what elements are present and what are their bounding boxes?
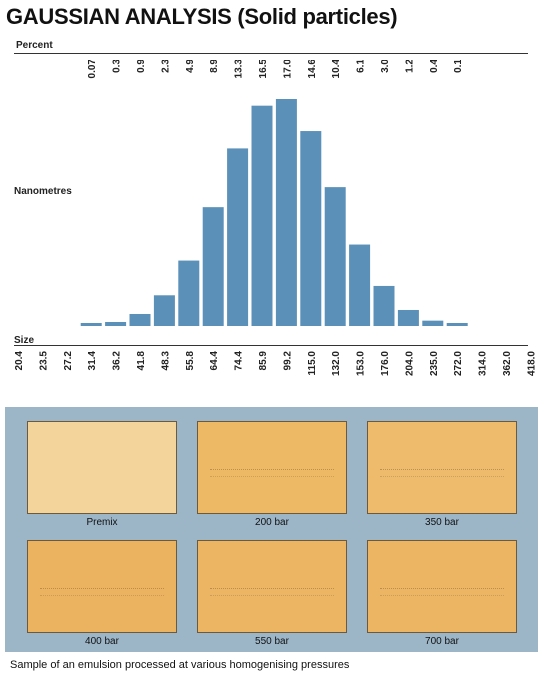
percent-value-label: 6.1 xyxy=(356,60,367,73)
size-tick-label: 41.8 xyxy=(136,351,147,371)
percent-value-label: 1.2 xyxy=(404,60,415,73)
percent-value-label: 10.4 xyxy=(331,60,342,78)
histogram-bar xyxy=(446,323,468,326)
photo-panel: Premix 200 bar 350 bar 400 bar 550 bar 700 ba… xyxy=(5,407,538,652)
size-tick-label: 115.0 xyxy=(307,351,318,376)
emulsion-micrograph xyxy=(367,540,517,633)
page-title: GAUSSIAN ANALYSIS (Solid particles) xyxy=(6,4,398,29)
percent-value-label: 3.0 xyxy=(380,60,391,73)
figure-caption: Sample of an emulsion processed at vario… xyxy=(10,659,350,671)
percent-value-label: 4.9 xyxy=(185,60,196,73)
size-tick-label: 64.4 xyxy=(209,351,220,371)
size-tick-label: 314.0 xyxy=(478,351,489,376)
histogram-bar xyxy=(275,99,297,326)
percent-value-label: 0.9 xyxy=(136,60,147,73)
percent-value-label: 14.6 xyxy=(307,60,318,78)
size-tick-label: 31.4 xyxy=(87,351,98,371)
size-tick-label: 55.8 xyxy=(185,351,196,371)
histogram-bar xyxy=(202,207,224,326)
histogram-bar xyxy=(349,244,371,326)
histogram-bar xyxy=(373,285,395,326)
size-tick-label: 99.2 xyxy=(282,351,293,371)
size-label: Size xyxy=(14,335,35,346)
micrometer-scale xyxy=(380,588,504,597)
size-tick-label: 153.0 xyxy=(356,351,367,376)
emulsion-micrograph xyxy=(197,421,347,514)
emulsion-micrograph xyxy=(367,421,517,514)
micrometer-scale xyxy=(40,588,164,597)
emulsion-micrograph xyxy=(27,421,177,514)
emulsion-sample-tile: Premix xyxy=(27,421,177,528)
size-tick-label: 23.5 xyxy=(38,351,49,371)
micrometer-scale xyxy=(380,469,504,478)
size-tick-label: 36.2 xyxy=(112,351,123,371)
percent-value-label: 2.3 xyxy=(160,60,171,73)
percent-value-label: 0.4 xyxy=(429,60,440,73)
percent-value-label: 0.1 xyxy=(453,60,464,73)
size-tick-label: 418.0 xyxy=(526,351,537,376)
percent-value-label: 13.3 xyxy=(234,60,245,78)
micrometer-scale xyxy=(210,469,334,478)
size-tick-label: 48.3 xyxy=(160,351,171,371)
histogram-bar xyxy=(251,105,273,326)
sample-pressure-label: 200 bar xyxy=(255,517,289,528)
percent-label: Percent xyxy=(16,40,53,51)
emulsion-sample-tile: 700 bar xyxy=(367,540,517,647)
sample-pressure-label: 400 bar xyxy=(85,636,119,647)
percent-value-label: 0.07 xyxy=(87,60,98,78)
emulsion-sample-tile: 200 bar xyxy=(197,421,347,528)
emulsion-micrograph xyxy=(27,540,177,633)
histogram-bar xyxy=(105,321,127,326)
percent-rule xyxy=(14,53,528,54)
histogram-bar xyxy=(300,131,322,326)
sample-pressure-label: Premix xyxy=(86,517,118,528)
nanometres-label: Nanometres xyxy=(14,186,72,197)
sample-pressure-label: 700 bar xyxy=(425,636,459,647)
histogram-chart: 20.4 23.5 27.2 31.4 36.2 41.8 48.3 55.8 64.4 74.4… xyxy=(14,60,537,376)
size-tick-label: 27.2 xyxy=(63,351,74,371)
micrometer-scale xyxy=(210,588,334,597)
emulsion-micrograph xyxy=(197,540,347,633)
histogram-bar xyxy=(397,309,419,326)
sample-pressure-label: 550 bar xyxy=(255,636,289,647)
emulsion-sample-tile: 400 bar xyxy=(27,540,177,647)
histogram-bar xyxy=(227,148,249,326)
histogram-bar xyxy=(80,323,102,326)
size-tick-label: 204.0 xyxy=(404,351,415,376)
percent-value-label: 0.3 xyxy=(112,60,123,73)
histogram-bar xyxy=(178,260,200,326)
size-tick-label: 20.4 xyxy=(14,351,25,371)
histogram-bar xyxy=(129,313,151,326)
percent-value-label: 17.0 xyxy=(282,60,293,78)
histogram-bar xyxy=(324,187,346,326)
percent-value-label: 16.5 xyxy=(258,60,269,78)
histogram-bar xyxy=(422,320,444,326)
sample-pressure-label: 350 bar xyxy=(425,517,459,528)
size-tick-label: 272.0 xyxy=(453,351,464,376)
size-rule xyxy=(14,345,528,346)
size-tick-label: 74.4 xyxy=(234,351,245,371)
size-tick-label: 85.9 xyxy=(258,351,269,371)
emulsion-sample-tile: 350 bar xyxy=(367,421,517,528)
histogram-bar xyxy=(153,295,175,326)
percent-value-label: 8.9 xyxy=(209,60,220,73)
size-tick-label: 176.0 xyxy=(380,351,391,376)
emulsion-sample-tile: 550 bar xyxy=(197,540,347,647)
size-tick-label: 235.0 xyxy=(429,351,440,376)
size-tick-label: 132.0 xyxy=(331,351,342,376)
size-tick-label: 362.0 xyxy=(502,351,513,376)
